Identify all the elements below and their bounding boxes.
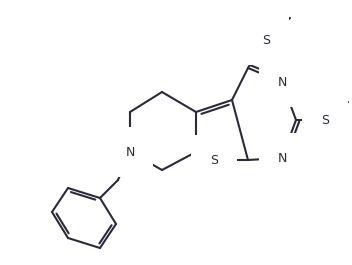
Text: N: N xyxy=(125,145,135,158)
Text: N: N xyxy=(277,152,287,165)
Text: S: S xyxy=(321,113,329,126)
Text: N: N xyxy=(277,76,287,89)
Text: S: S xyxy=(262,33,270,46)
Text: S: S xyxy=(210,153,218,166)
